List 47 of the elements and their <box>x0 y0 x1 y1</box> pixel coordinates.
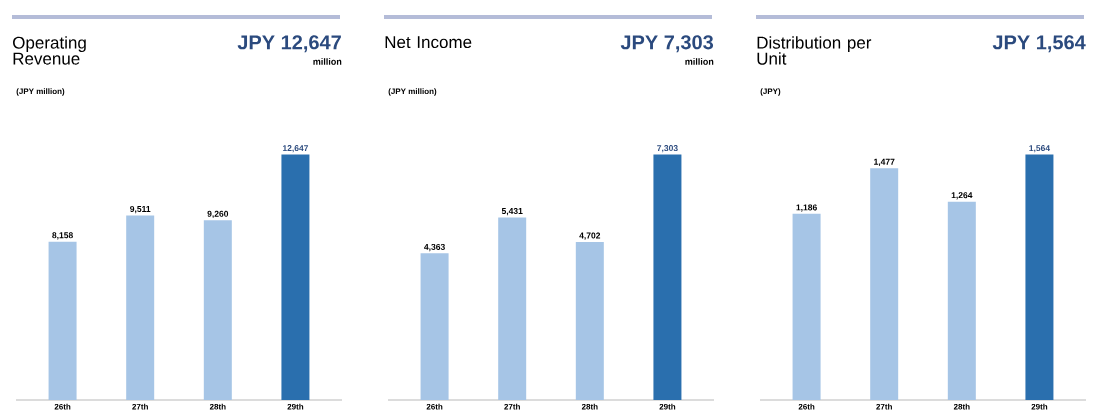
data-label: 4,702 <box>579 232 601 240</box>
y-axis-title: (JPY million) <box>16 88 65 96</box>
bar <box>48 241 77 400</box>
data-label: 1,564 <box>1029 145 1051 153</box>
chart-title: Net Income <box>385 36 472 49</box>
x-tick-label: 29th <box>287 403 304 410</box>
x-tick-label: 26th <box>426 403 443 410</box>
data-label: 4,363 <box>424 243 445 252</box>
x-tick-label: 28th <box>209 403 226 410</box>
text: JPY 12,647 <box>237 35 341 53</box>
x-tick-label: 26th <box>54 403 71 410</box>
bar <box>498 217 527 400</box>
y-axis-title: (JPY) <box>760 88 781 96</box>
x-tick-label: 28th <box>953 403 970 410</box>
bar <box>575 241 604 400</box>
bar <box>1025 154 1054 400</box>
x-tick-label: 29th <box>659 403 676 410</box>
data-label: 12,647 <box>282 145 309 153</box>
text: JPY 1,564 <box>992 35 1086 53</box>
data-label: 1,264 <box>951 192 973 200</box>
data-label: 5,431 <box>501 208 523 216</box>
y-axis-title: (JPY million) <box>388 88 437 96</box>
data-label: 8,158 <box>52 232 73 240</box>
bar <box>420 253 449 400</box>
chart-title: Operating Revenue <box>13 36 86 65</box>
bar <box>653 154 682 400</box>
text: million <box>685 58 714 65</box>
bar <box>947 201 976 400</box>
text: million <box>313 58 342 65</box>
x-tick-label: 27th <box>504 403 520 410</box>
bar <box>203 220 232 400</box>
data-label: 1,186 <box>796 204 817 212</box>
bar <box>870 168 899 400</box>
bar <box>126 215 155 400</box>
x-tick-label: 27th <box>132 403 148 410</box>
data-label: 9,511 <box>130 205 151 214</box>
data-label: 1,477 <box>874 158 895 166</box>
text: JPY 7,303 <box>620 35 714 53</box>
x-tick-label: 29th <box>1031 403 1048 410</box>
x-tick-label: 28th <box>581 403 598 410</box>
data-label: 7,303 <box>657 145 678 153</box>
chart-title: Distribution per Unit <box>757 36 872 65</box>
x-tick-label: 26th <box>798 403 815 410</box>
data-label: 9,260 <box>207 210 229 219</box>
x-tick-label: 27th <box>876 403 892 410</box>
bar <box>281 154 310 400</box>
bar <box>792 213 821 400</box>
